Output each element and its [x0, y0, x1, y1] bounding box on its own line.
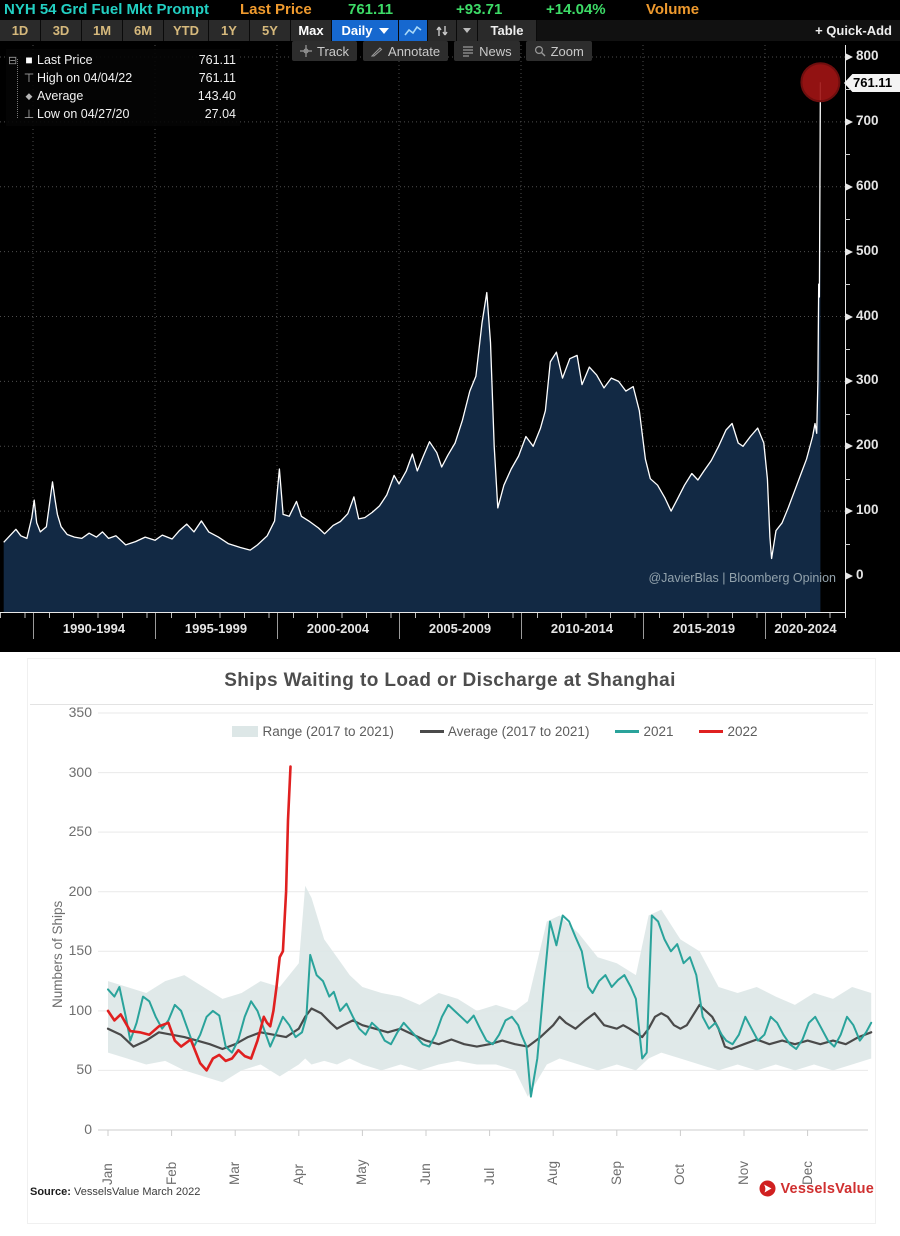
vesselsvalue-logo: VesselsValue — [759, 1180, 874, 1197]
ships-chart-panel: Ships Waiting to Load or Discharge at Sh… — [0, 652, 900, 1236]
legend-row-last-price: ⊟ ■ Last Price 761.11 — [8, 53, 236, 67]
range-button-max[interactable]: Max — [291, 20, 332, 41]
low-marker-icon: ⊥ — [23, 107, 35, 121]
bloomberg-terminal-panel: NYH 54 Grd Fuel Mkt Prompt Last Price 76… — [0, 0, 900, 652]
track-button[interactable]: Track — [292, 41, 358, 61]
magnifier-icon — [534, 45, 546, 57]
bottom-axis-line — [0, 612, 846, 613]
chart-toolbar: 1D 3D 1M 6M YTD 1Y 5Y Max Daily Table + — [0, 20, 900, 41]
frequency-dropdown[interactable]: Daily — [332, 20, 399, 41]
bottom-axis-minor-ticks — [0, 613, 846, 618]
high-marker-icon: ⊤ — [23, 71, 35, 85]
chart-title: Ships Waiting to Load or Discharge at Sh… — [224, 670, 676, 691]
right-axis-line — [845, 45, 846, 618]
range-button-3d[interactable]: 3D — [41, 20, 82, 41]
range-swatch — [232, 726, 259, 737]
ticker-name: NYH 54 Grd Fuel Mkt Prompt — [4, 1, 210, 18]
vesselsvalue-logo-icon — [759, 1180, 776, 1197]
last-price-axis-tag: 761.11 — [844, 74, 900, 92]
average-marker-icon: ◆ — [25, 90, 33, 101]
price-chart-canvas[interactable] — [0, 45, 846, 612]
sort-arrows-icon[interactable] — [428, 20, 457, 41]
chart-card-border — [27, 658, 876, 1224]
frequency-label: Daily — [341, 23, 373, 38]
legend-item-2021: 2021 — [615, 724, 673, 739]
tree-expander-icon[interactable]: ⊟ — [8, 54, 18, 67]
more-options-caret-icon[interactable] — [457, 20, 478, 41]
line-2022-swatch — [699, 730, 724, 733]
range-button-1y[interactable]: 1Y — [209, 20, 250, 41]
title-divider — [30, 704, 873, 705]
crosshair-icon — [300, 45, 312, 57]
range-button-ytd[interactable]: YTD — [164, 20, 209, 41]
pencil-icon — [371, 47, 383, 57]
average-line-swatch — [419, 730, 444, 733]
price-change: +93.71 — [456, 1, 503, 18]
range-button-1d[interactable]: 1D — [0, 20, 41, 41]
vesselsvalue-logo-text: VesselsValue — [780, 1180, 874, 1197]
legend-row-average: ◆ Average 143.40 — [8, 87, 236, 105]
legend-row-low: ⊥ Low on 04/27/20 27.04 — [8, 105, 236, 123]
zoom-button[interactable]: Zoom — [525, 41, 592, 61]
range-button-5y[interactable]: 5Y — [250, 20, 291, 41]
y-axis-title: Numbers of Ships — [50, 900, 65, 1008]
line-chart-type-icon[interactable] — [399, 20, 428, 41]
line-2021-swatch — [615, 730, 640, 733]
annotate-button[interactable]: Annotate — [363, 41, 449, 61]
chart-legend-box: ⊟ ■ Last Price 761.11 ⊤ High on 04/04/22… — [6, 49, 240, 126]
toolbar-spacer — [537, 20, 808, 41]
range-button-1m[interactable]: 1M — [82, 20, 123, 41]
legend-tree-line — [17, 59, 18, 118]
legend-item-range: Range (2017 to 2021) — [232, 724, 394, 739]
source-note: Source: VesselsValue March 2022 — [30, 1186, 201, 1198]
ships-chart-canvas — [98, 712, 873, 1136]
table-button[interactable]: Table — [478, 20, 537, 41]
watermark-credit: @JavierBlas | Bloomberg Opinion — [648, 571, 836, 585]
news-button[interactable]: News — [454, 41, 520, 61]
legend-item-average: Average (2017 to 2021) — [419, 724, 589, 739]
last-price-label: Last Price — [240, 1, 312, 18]
range-button-6m[interactable]: 6M — [123, 20, 164, 41]
last-price-swatch-icon: ■ — [25, 53, 33, 67]
price-change-pct: +14.04% — [546, 1, 606, 18]
legend-row-high: ⊤ High on 04/04/22 761.11 — [8, 69, 236, 87]
security-header: NYH 54 Grd Fuel Mkt Prompt Last Price 76… — [0, 0, 900, 20]
legend-item-2022: 2022 — [699, 724, 758, 739]
last-price-value: 761.11 — [348, 1, 394, 18]
ships-chart-legend: Range (2017 to 2021) Average (2017 to 20… — [100, 724, 890, 739]
volume-label: Volume — [646, 1, 700, 18]
quick-add-button[interactable]: + Quick-Add — [807, 20, 900, 41]
chevron-down-icon — [378, 27, 389, 34]
news-list-icon — [463, 46, 474, 57]
chart-tools-row: Track Annotate News Zoom — [292, 41, 592, 61]
